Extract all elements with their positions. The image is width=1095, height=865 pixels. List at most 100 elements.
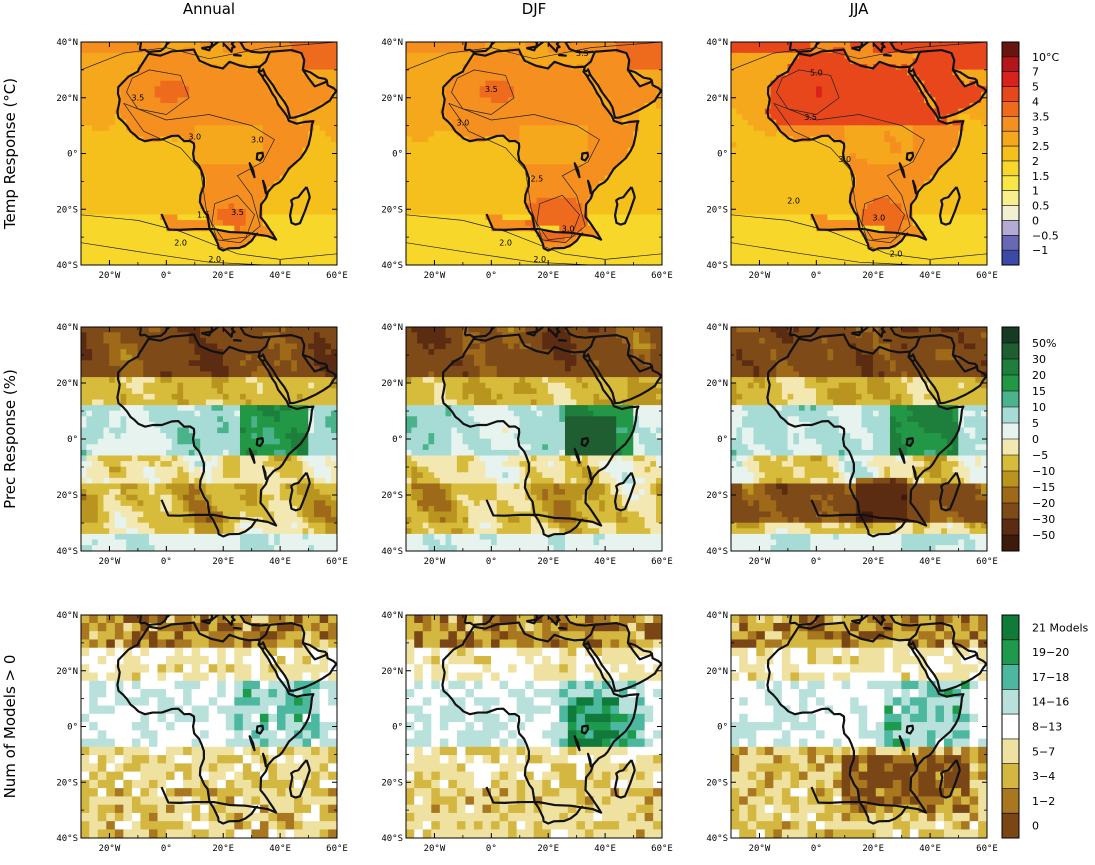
legend-swatch xyxy=(1002,220,1019,236)
legend-swatch xyxy=(1002,639,1019,665)
lon-tick-label: 60°E xyxy=(326,271,348,281)
lon-tick-label: 60°E xyxy=(651,844,673,854)
contour-label: 1.5 xyxy=(197,211,210,220)
lon-tick-label: 0° xyxy=(811,844,822,854)
lat-tick-label: 20°S xyxy=(56,778,78,788)
contour-line xyxy=(81,214,337,260)
legend-swatch xyxy=(1002,235,1019,251)
lon-tick-label: 40°E xyxy=(269,844,291,854)
legend-swatch xyxy=(1002,423,1019,440)
lat-tick-label: 20°S xyxy=(706,205,728,215)
lon-tick-label: 20°W xyxy=(424,557,446,567)
contour-label: 3.0 xyxy=(457,119,470,128)
contour-label: 3.0 xyxy=(873,213,886,222)
legend-swatch xyxy=(1002,714,1019,740)
legend-swatch xyxy=(1002,664,1019,690)
legend-swatch xyxy=(1002,343,1019,360)
lon-tick-label: 40°E xyxy=(594,557,616,567)
lat-tick-label: 20°N xyxy=(381,667,403,677)
row-label-2: Num of Models > 0 xyxy=(1,655,19,799)
contour-label: 3.5 xyxy=(485,85,498,94)
lat-tick-label: 20°S xyxy=(381,778,403,788)
lat-tick-label: 40°N xyxy=(56,611,78,621)
legend-label: 17−18 xyxy=(1032,671,1069,684)
lon-tick-label: 40°E xyxy=(269,271,291,281)
legend-label: 0.5 xyxy=(1032,200,1050,213)
legend-label: 5−7 xyxy=(1032,745,1055,758)
lon-tick-label: 20°W xyxy=(99,844,121,854)
lon-tick-label: 0° xyxy=(161,271,172,281)
lon-tick-label: 60°E xyxy=(976,844,998,854)
lat-tick-label: 40°S xyxy=(56,261,78,271)
map-panel-r2-c2: 40°N 20°N 0° 20°S 40°S 20°W 0° 20°E 40°E 60°E xyxy=(706,611,998,854)
contour-label: 3.0 xyxy=(562,225,575,234)
contour-label: 5.0 xyxy=(810,68,823,77)
legend-swatch xyxy=(1002,763,1019,789)
lat-tick-label: 40°S xyxy=(706,261,728,271)
lon-tick-label: 20°E xyxy=(862,557,884,567)
lon-tick-label: 20°E xyxy=(862,271,884,281)
map-panel-r2-c0: 40°N 20°N 0° 20°S 40°S 20°W 0° 20°E 40°E 60°E xyxy=(56,611,348,854)
lat-tick-label: 20°N xyxy=(56,94,78,104)
legend-label: 10°C xyxy=(1032,51,1059,64)
lat-tick-label: 40°N xyxy=(706,323,728,333)
legend-swatch xyxy=(1002,327,1019,344)
legend-label: 21 Models xyxy=(1032,621,1089,634)
legend-label: −30 xyxy=(1032,513,1055,526)
lon-tick-label: 0° xyxy=(486,844,497,854)
map-panel-r1-c1: 40°N 20°N 0° 20°S 40°S 20°W 0° 20°E 40°E 60°E xyxy=(381,323,673,567)
legend-row-1: 50% 30 20 15 10 5 0 −5 −10 −15 −20 −30 −50 xyxy=(1001,326,1056,552)
lat-tick-label: 0° xyxy=(717,435,728,445)
legend-swatch xyxy=(1002,471,1019,488)
legend-label: 2 xyxy=(1032,155,1039,168)
lon-tick-label: 0° xyxy=(811,557,822,567)
contour-line xyxy=(731,42,987,71)
contour-line xyxy=(406,214,662,260)
legend-label: 30 xyxy=(1032,353,1046,366)
legend-swatch xyxy=(1002,56,1019,73)
legend-label: −50 xyxy=(1032,529,1055,542)
lon-tick-label: 60°E xyxy=(976,557,998,567)
lon-tick-label: 20°E xyxy=(862,844,884,854)
legend-label: −1 xyxy=(1032,244,1048,257)
legend-label: 8−13 xyxy=(1032,721,1062,734)
lon-tick-label: 60°E xyxy=(326,557,348,567)
contour-label: 2.0 xyxy=(533,255,546,264)
legend-label: 0 xyxy=(1032,433,1039,446)
contour-line xyxy=(81,242,266,265)
lat-tick-label: 40°S xyxy=(381,261,403,271)
contour-label: 3.0 xyxy=(188,133,201,142)
contour-label: 3.5 xyxy=(231,208,244,217)
legend-label: 20 xyxy=(1032,369,1046,382)
legend-label: 10 xyxy=(1032,401,1046,414)
legend-swatch xyxy=(1002,250,1019,266)
contour-label: 3.0 xyxy=(838,155,851,164)
lat-tick-label: 0° xyxy=(717,150,728,160)
map-panel-r0-c1: 3.5 3.0 3.5 2.5 3.0 2.0 2.0 40°N 20°N 0° 20°S 40°S 2… xyxy=(381,38,673,281)
legend-label: 2.5 xyxy=(1032,140,1050,153)
legend-label: 3.5 xyxy=(1032,110,1050,123)
legend-swatch xyxy=(1002,42,1019,58)
legend-label: −20 xyxy=(1032,497,1055,510)
lat-tick-label: 20°S xyxy=(56,205,78,215)
legend-label: 1 xyxy=(1032,185,1039,198)
contour-label: 3.5 xyxy=(132,94,145,103)
map-panel-r0-c2: 5.0 3.5 3.0 2.0 3.0 2.0 40°N 20°N 0° 20°S 40°S 20°W… xyxy=(706,38,998,281)
lon-tick-label: 20°E xyxy=(212,271,234,281)
contour-line xyxy=(406,42,662,71)
legend-swatch xyxy=(1002,131,1019,147)
lat-tick-label: 40°S xyxy=(56,547,78,557)
lon-tick-label: 20°E xyxy=(212,844,234,854)
legend-swatch xyxy=(1002,813,1019,839)
lat-tick-label: 20°S xyxy=(706,491,728,501)
legend-label: 15 xyxy=(1032,385,1046,398)
column-title-2: JJA xyxy=(849,0,870,18)
map-panel-r1-c0: 40°N 20°N 0° 20°S 40°S 20°W 0° 20°E 40°E 60°E xyxy=(56,323,348,567)
legend-swatch xyxy=(1002,519,1019,536)
lon-tick-label: 20°E xyxy=(537,557,559,567)
lat-tick-label: 20°S xyxy=(706,778,728,788)
lat-tick-label: 40°N xyxy=(706,611,728,621)
lat-tick-label: 0° xyxy=(392,723,403,733)
contour-line xyxy=(731,242,916,265)
